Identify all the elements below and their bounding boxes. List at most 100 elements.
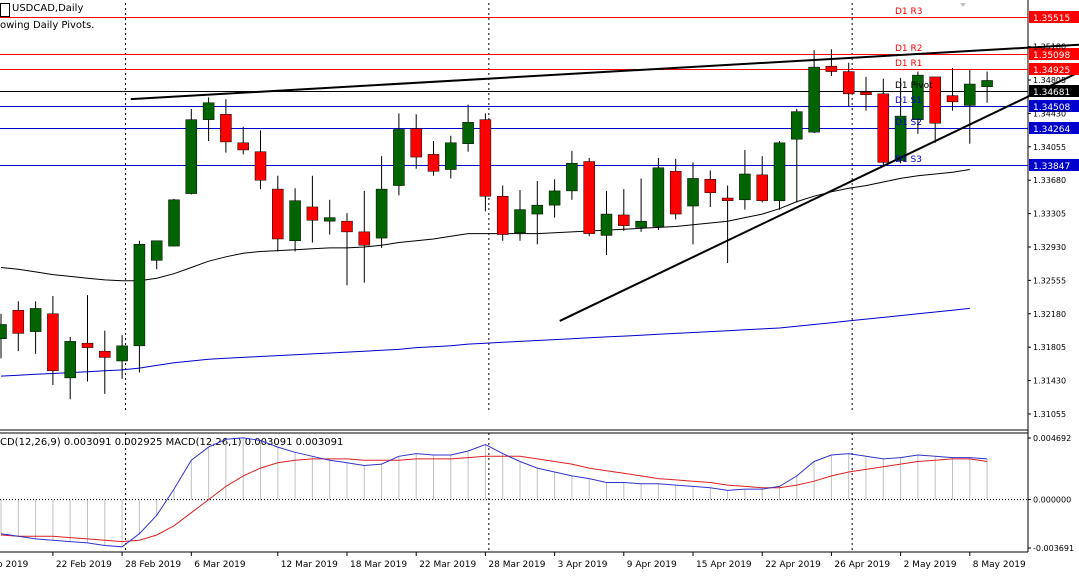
candle xyxy=(825,49,838,77)
candle xyxy=(168,198,180,247)
candle-body xyxy=(462,122,474,144)
candle-body xyxy=(64,341,76,379)
candle-body xyxy=(168,199,180,247)
pivot-label: D1 S3 xyxy=(895,155,922,165)
candle-body xyxy=(912,74,924,120)
candle xyxy=(981,71,993,103)
candle-body xyxy=(29,308,42,332)
candle-body xyxy=(877,93,890,163)
candle-body xyxy=(306,206,319,221)
price-tick-label: 1.33680 xyxy=(1033,176,1066,185)
price-tick-label: 1.31430 xyxy=(1033,377,1066,386)
price-axis-box xyxy=(1029,159,1079,171)
period-separators xyxy=(125,3,853,552)
candle xyxy=(341,213,353,286)
date-tick-label: 15 Apr 2019 xyxy=(696,560,752,570)
candle xyxy=(358,190,371,283)
price-axis-box-label: 1.33847 xyxy=(1033,162,1070,172)
candle xyxy=(860,76,872,111)
candle xyxy=(64,336,76,400)
pivot-label: D1 S1 xyxy=(895,96,922,106)
candle-body xyxy=(566,163,578,192)
price-axis-box xyxy=(1029,63,1079,75)
candle xyxy=(29,301,42,354)
candle xyxy=(566,150,578,200)
candle-body xyxy=(427,154,440,172)
candle-body xyxy=(116,345,128,362)
candle-body xyxy=(341,220,353,233)
indicator-caption: owing Daily Pivots. xyxy=(0,20,95,31)
ma-slow-line xyxy=(0,307,970,377)
candle xyxy=(99,330,111,394)
candle-body xyxy=(47,313,59,372)
candle xyxy=(842,62,855,107)
candle xyxy=(289,188,301,252)
candle-body xyxy=(81,342,94,348)
candle-body xyxy=(946,95,959,103)
candle xyxy=(445,135,457,179)
candle xyxy=(877,78,890,166)
candle-body xyxy=(133,244,146,347)
candle xyxy=(496,185,509,241)
date-tick-label: 28 Mar 2019 xyxy=(488,560,545,570)
candle xyxy=(635,178,647,232)
candles xyxy=(0,49,993,400)
candle-body xyxy=(479,119,492,197)
candle-body xyxy=(496,195,509,235)
candle xyxy=(669,158,682,220)
pivot-labels: D1 R3 D1 R2 D1 R1 D1 Pivot D1 S1 D1 S2 D1 S3 xyxy=(895,7,933,165)
candle-body xyxy=(410,128,422,158)
candle-body xyxy=(393,129,405,186)
candle xyxy=(808,50,820,134)
candle-body xyxy=(669,171,682,215)
candle xyxy=(410,114,422,169)
candle-body xyxy=(808,66,820,133)
date-tick-label: 22 Apr 2019 xyxy=(765,560,821,570)
candle xyxy=(583,157,595,237)
date-tick-label: 18 Mar 2019 xyxy=(350,560,407,570)
candle-body xyxy=(375,188,388,239)
candle xyxy=(739,149,751,210)
trendlines xyxy=(130,43,1079,322)
candle-body xyxy=(825,65,838,72)
date-axis: Feb 2019 22 Feb 2019 28 Feb 2019 6 Mar 2019… xyxy=(0,552,1026,570)
candle-body xyxy=(964,83,976,106)
price-tick-label: 1.34055 xyxy=(1033,143,1066,152)
pivot-label: D1 Pivot xyxy=(895,81,933,91)
price-tick-label: 1.34805 xyxy=(1033,76,1066,85)
moving-averages xyxy=(0,169,970,377)
candle xyxy=(116,335,128,379)
candle-body xyxy=(202,102,215,120)
candle-body xyxy=(860,91,872,95)
candle-body xyxy=(12,309,25,334)
candle xyxy=(150,240,163,270)
price-axis-box-label: 1.35515 xyxy=(1033,14,1070,24)
trendline-upper xyxy=(130,43,1079,101)
candle-body xyxy=(773,142,786,201)
macd-panel: 0.004692 0.000000 -0.003691 xyxy=(0,434,1074,553)
price-axis: 1.35515 1.35098 1.34925 1.34681 1.34508 1.342… xyxy=(1028,11,1079,419)
candle-body xyxy=(150,240,163,261)
date-tick-label: 12 Mar 2019 xyxy=(281,560,338,570)
macd-tick-label: -0.003691 xyxy=(1033,544,1074,553)
candle xyxy=(687,162,699,245)
price-tick-label: 1.34430 xyxy=(1033,109,1066,118)
pivot-lines xyxy=(0,17,1028,166)
candle-body xyxy=(548,190,561,206)
candle xyxy=(479,113,492,212)
candle-body xyxy=(739,173,751,201)
price-tick-label: 1.35180 xyxy=(1033,43,1066,52)
pivot-label: D1 R3 xyxy=(895,7,923,17)
pivot-label: D1 S2 xyxy=(895,118,922,128)
price-axis-box xyxy=(1029,122,1079,134)
candle-body xyxy=(721,197,734,201)
candle-body xyxy=(894,115,907,161)
macd-tick-label: 0.004692 xyxy=(1033,434,1071,443)
candle xyxy=(791,108,803,203)
candle-body xyxy=(323,217,336,222)
candle xyxy=(427,141,440,176)
candle-body xyxy=(618,214,630,226)
price-tick-label: 1.31805 xyxy=(1033,343,1066,352)
date-tick-label: 22 Feb 2019 xyxy=(56,560,112,570)
